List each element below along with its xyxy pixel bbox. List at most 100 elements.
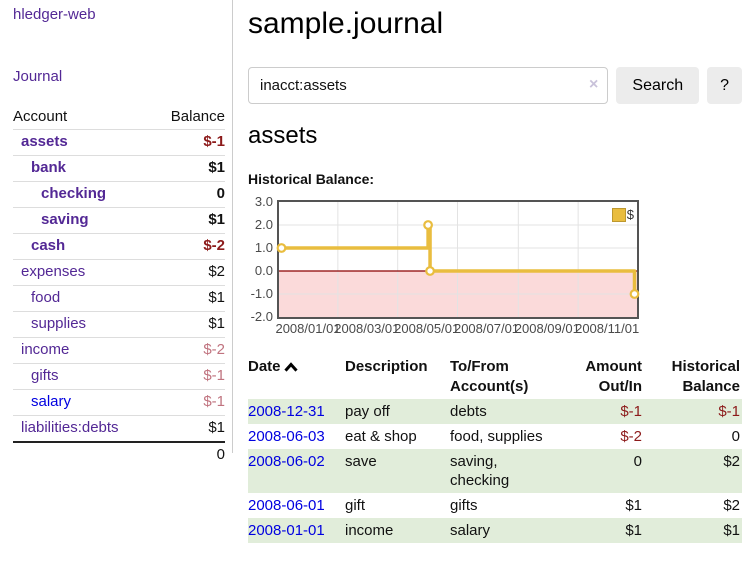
help-button[interactable]: ? xyxy=(707,67,742,104)
page-title: sample.journal xyxy=(248,7,444,40)
clear-search-icon[interactable]: × xyxy=(589,76,599,93)
register-amount-cell: $-2 xyxy=(620,428,642,445)
register-date-cell: 2008-01-01 xyxy=(248,518,345,543)
account-row: saving $1 xyxy=(13,207,225,234)
account-link[interactable]: gifts xyxy=(31,367,59,384)
account-balance: $1 xyxy=(153,415,225,442)
register-accounts-cell: food, supplies xyxy=(450,428,543,445)
x-tick-label: 2008/05/01 xyxy=(394,321,460,336)
account-balance: $-1 xyxy=(153,389,225,416)
account-row: income $-2 xyxy=(13,337,225,364)
transaction-date-link[interactable]: 2008-06-03 xyxy=(248,428,325,445)
accounts-header-balance: Balance xyxy=(170,108,225,125)
register-header-row: Date Description To/From Account(s) Amou… xyxy=(248,355,742,399)
account-balance: $1 xyxy=(153,285,225,312)
transaction-date-link[interactable]: 2008-12-31 xyxy=(248,403,325,420)
account-link[interactable]: salary xyxy=(31,393,72,410)
register-amount-cell: $1 xyxy=(625,497,642,514)
register-balance-cell: $1 xyxy=(723,522,740,539)
account-link[interactable]: supplies xyxy=(31,315,87,332)
y-tick-label: 1.0 xyxy=(254,240,273,255)
y-tick-label: -1.0 xyxy=(250,286,273,301)
register-accounts-cell: saving, checking xyxy=(450,453,510,489)
account-heading: assets xyxy=(248,122,318,149)
account-link[interactable]: checking xyxy=(41,185,107,202)
account-row: salary $-1 xyxy=(13,389,225,416)
account-row: gifts $-1 xyxy=(13,363,225,390)
chart-legend: $ xyxy=(611,207,634,222)
chart-canvas xyxy=(276,202,640,317)
search-button[interactable]: Search xyxy=(616,67,700,104)
register-header-amount: Amount Out/In xyxy=(585,358,642,395)
register-balance-cell: 0 xyxy=(731,428,740,445)
register-amount-cell: $-1 xyxy=(620,403,642,420)
account-link[interactable]: expenses xyxy=(21,263,86,280)
register-header-description: Description xyxy=(345,358,428,375)
account-balance: $-2 xyxy=(153,233,225,260)
account-row: supplies $1 xyxy=(13,311,225,338)
register-balance-cell: $-1 xyxy=(718,403,740,420)
x-tick-label: 2008/01/01 xyxy=(275,321,341,336)
register-description-cell: income xyxy=(345,522,394,539)
accounts-table: Account Balance assets $-1 bank $1 checking 0… xyxy=(13,104,225,468)
x-tick-label: 2008/11/01 xyxy=(575,321,640,336)
brand-link[interactable]: hledger-web xyxy=(13,6,96,23)
account-row: checking 0 xyxy=(13,181,225,208)
y-tick-label: 3.0 xyxy=(254,194,273,209)
account-link[interactable]: saving xyxy=(41,211,89,228)
accounts-header-account: Account xyxy=(13,108,68,125)
nav-journal-link[interactable]: Journal xyxy=(13,68,63,85)
search-input[interactable] xyxy=(248,67,609,104)
search-bar: × Search ? xyxy=(248,67,742,104)
account-row: expenses $2 xyxy=(13,259,225,286)
register-row: 2008-06-03 eat & shop food, supplies $-2 0 xyxy=(248,424,742,449)
account-link[interactable]: cash xyxy=(31,237,66,254)
register-row: 2008-01-01 income salary $1 $1 xyxy=(248,518,742,543)
register-table: Date Description To/From Account(s) Amou… xyxy=(248,355,742,543)
account-link[interactable]: bank xyxy=(31,159,67,176)
search-box: × xyxy=(248,67,609,104)
chart-x-axis: 2008/01/01 2008/03/01 2008/05/01 2008/07/01… xyxy=(275,319,742,336)
account-balance: $1 xyxy=(153,311,225,338)
sort-ascending-icon xyxy=(283,362,298,372)
accounts-total-value: 0 xyxy=(153,441,225,468)
account-balance: $1 xyxy=(153,207,225,234)
register-row: 2008-06-01 gift gifts $1 $2 xyxy=(248,493,742,518)
sidebar: hledger-web Journal Account Balance asse… xyxy=(0,0,233,468)
register-amount-cell: $1 xyxy=(625,522,642,539)
register-amount-cell: 0 xyxy=(633,453,642,470)
register-header-date[interactable]: Date xyxy=(248,355,345,399)
legend-swatch-icon xyxy=(611,207,626,222)
register-header-accounts: To/From Account(s) xyxy=(450,358,529,395)
x-tick-label: 2008/09/01 xyxy=(514,321,580,336)
account-row: assets $-1 xyxy=(13,129,225,156)
register-description-cell: eat & shop xyxy=(345,428,417,445)
register-accounts-cell: debts xyxy=(450,403,487,420)
transaction-date-link[interactable]: 2008-06-01 xyxy=(248,497,325,514)
register-date-cell: 2008-12-31 xyxy=(248,399,345,424)
account-balance: $-2 xyxy=(153,337,225,364)
account-row: cash $-2 xyxy=(13,233,225,260)
register-accounts-cell: salary xyxy=(450,522,491,539)
register-date-cell: 2008-06-02 xyxy=(248,449,345,493)
register-date-cell: 2008-06-03 xyxy=(248,424,345,449)
chart-plot-area: $ xyxy=(276,200,640,319)
account-link[interactable]: liabilities:debts xyxy=(21,419,119,436)
register-description-cell: gift xyxy=(345,497,366,514)
account-balance: $-1 xyxy=(153,129,225,156)
main-content: sample.journal × Search ? assets Histori… xyxy=(248,0,742,543)
legend-label: $ xyxy=(626,207,634,222)
account-row: liabilities:debts $1 xyxy=(13,415,225,442)
account-link[interactable]: assets xyxy=(21,133,68,150)
register-description-cell: save xyxy=(345,453,377,470)
transaction-date-link[interactable]: 2008-06-02 xyxy=(248,453,325,470)
register-header-balance: Historical Balance xyxy=(671,358,740,395)
transaction-date-link[interactable]: 2008-01-01 xyxy=(248,522,325,539)
y-tick-label: 0.0 xyxy=(254,263,273,278)
register-date-cell: 2008-06-01 xyxy=(248,493,345,518)
y-tick-label: 2.0 xyxy=(254,217,273,232)
y-tick-label: -2.0 xyxy=(250,309,273,324)
account-balance: $2 xyxy=(153,259,225,286)
account-link[interactable]: income xyxy=(21,341,70,358)
account-link[interactable]: food xyxy=(31,289,61,306)
